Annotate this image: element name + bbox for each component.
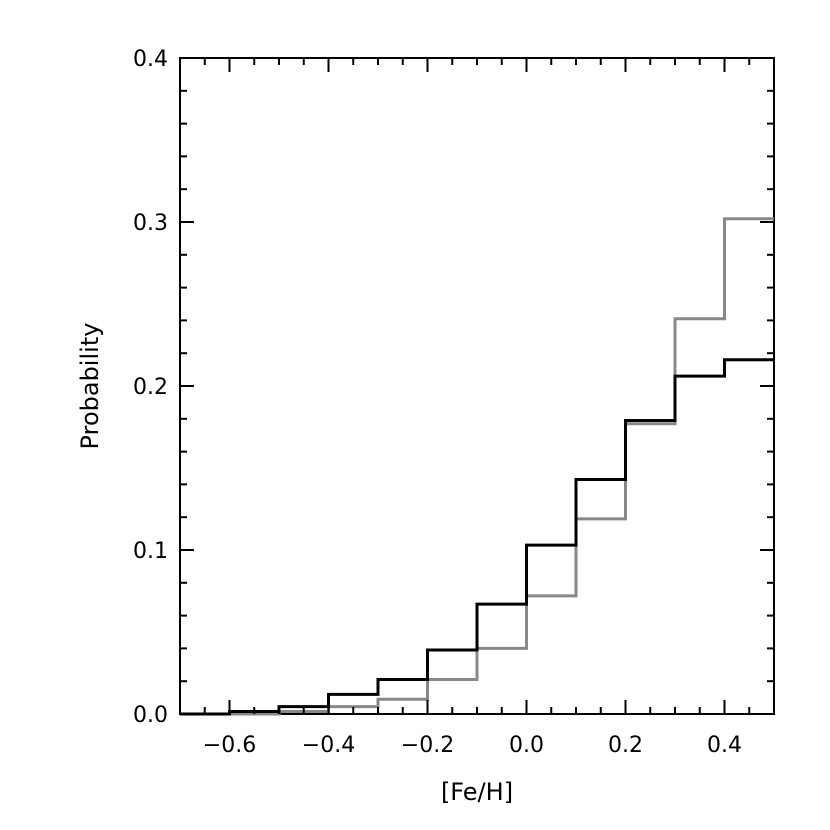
ticks-layer [179,57,775,715]
x-tick-label: 0.4 [707,733,742,758]
y-tick-label: 0.3 [133,211,168,236]
y-tick-label: 0.2 [133,375,168,400]
y-tick-label: 0.4 [133,47,168,72]
y-tick-labels: 0.0 0.1 0.2 0.3 0.4 [133,47,168,728]
x-tick-label: 0.2 [608,733,643,758]
y-axis-title: Probability [76,323,104,450]
y-tick-label: 0.1 [133,539,168,564]
x-tick-label: −0.2 [401,733,454,758]
x-tick-label: −0.4 [302,733,355,758]
y-tick-label: 0.0 [133,703,168,728]
series-layer [180,217,774,716]
x-tick-label: 0.0 [509,733,544,758]
x-tick-label: −0.6 [203,733,256,758]
x-axis-title: [Fe/H] [441,778,513,806]
x-tick-labels: −0.6 −0.4 −0.2 0.0 0.2 0.4 [203,733,742,758]
